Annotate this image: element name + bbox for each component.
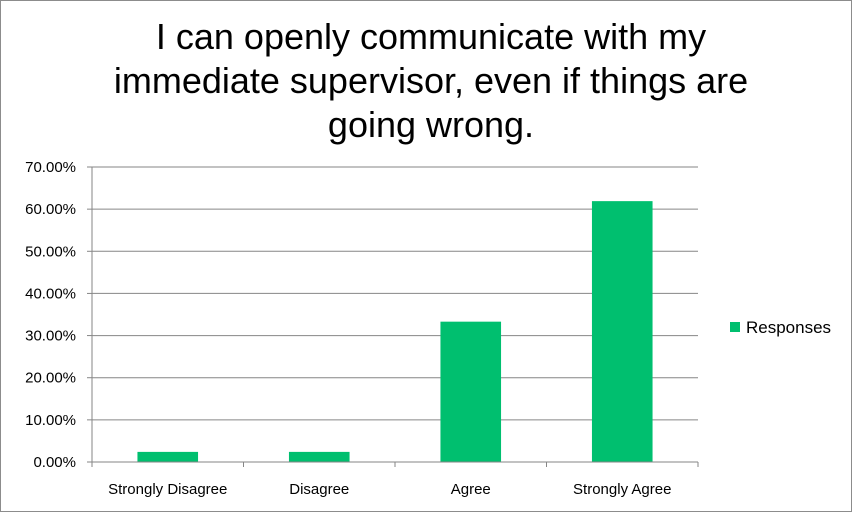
legend: Responses [730, 318, 831, 337]
y-tick-label: 50.00% [25, 243, 76, 260]
axes [87, 166, 699, 467]
y-tick-label: 30.00% [25, 328, 76, 345]
chart-title: I can openly communicate with my immedia… [113, 16, 749, 145]
x-tick-label: Disagree [289, 481, 349, 498]
x-tick-label: Agree [451, 481, 491, 498]
bar [137, 451, 199, 462]
y-tick-label: 10.00% [25, 412, 76, 429]
legend-label: Responses [746, 318, 831, 337]
bar [288, 451, 350, 462]
y-tick-label: 0.00% [33, 454, 76, 471]
bar [440, 321, 502, 462]
x-tick-label: Strongly Agree [573, 481, 671, 498]
legend-swatch [730, 322, 740, 332]
bars [137, 201, 653, 462]
y-tick-label: 60.00% [25, 201, 76, 218]
bar [591, 201, 653, 462]
x-tick-label: Strongly Disagree [108, 481, 227, 498]
y-axis-tick-labels: 0.00% 10.00% 20.00% 30.00% 40.00% 50.00% 60.00… [25, 159, 76, 471]
y-tick-label: 70.00% [25, 159, 76, 176]
y-tick-label: 20.00% [25, 370, 76, 387]
x-axis-tick-labels: Strongly Disagree Disagree Agree Strongly A… [108, 481, 671, 498]
y-tick-label: 40.00% [25, 285, 76, 302]
